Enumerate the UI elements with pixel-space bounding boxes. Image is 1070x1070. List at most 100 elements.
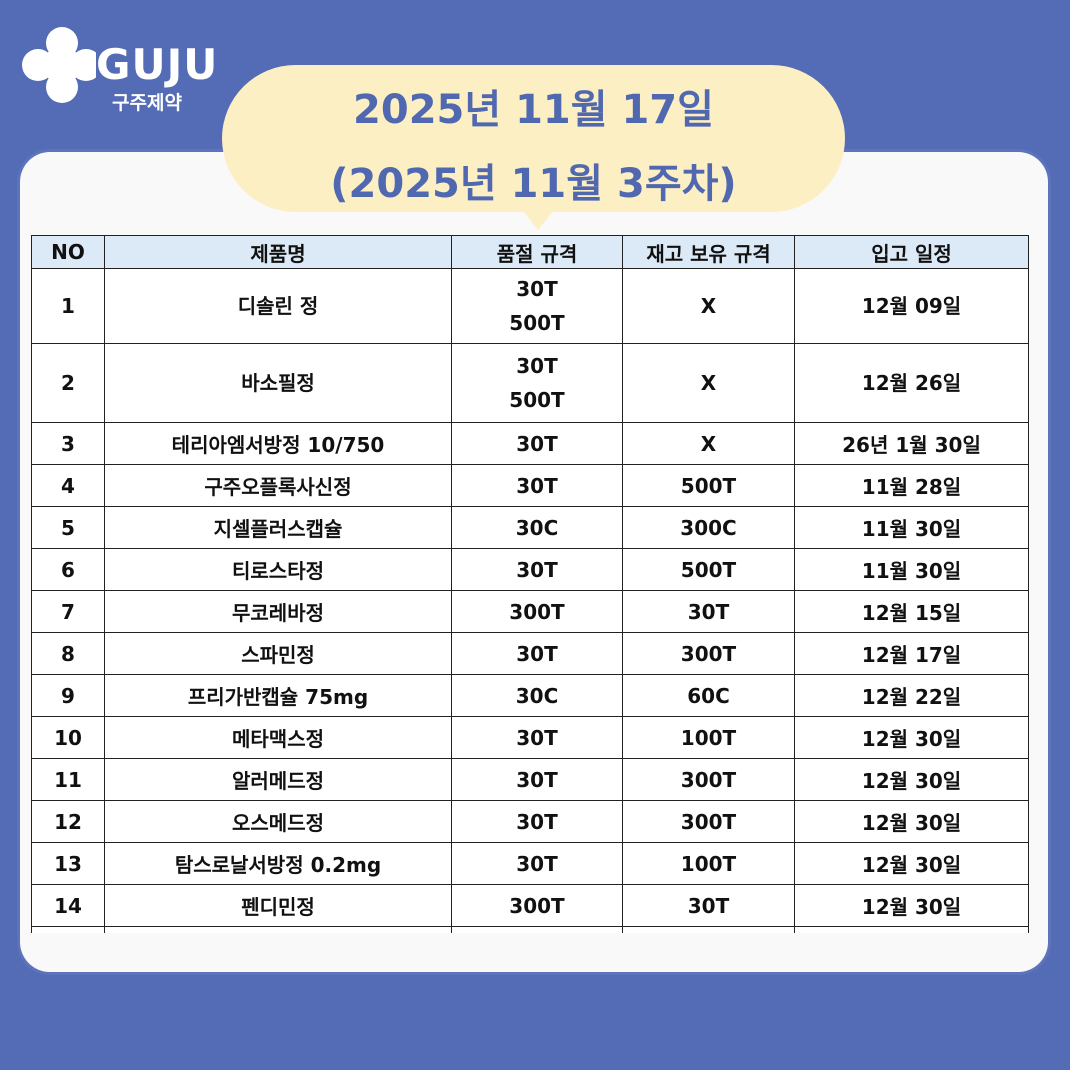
spec-value: 30T [516, 725, 558, 750]
in-stock-spec: 300T [622, 632, 795, 675]
row-number: 4 [31, 464, 105, 507]
product-name: 테리아엠서방정 10/750 [104, 422, 452, 465]
week-title: (2025년 11월 3주차) [330, 161, 737, 207]
product-name: 스파민정 [104, 632, 452, 675]
in-stock-spec: 300T [622, 800, 795, 843]
product-name: 지셀플러스캡슐 [104, 506, 452, 549]
out-of-stock-spec: 30T [451, 632, 623, 675]
product-name: 탐스로날서방정 0.2mg [104, 842, 452, 885]
row-number: 6 [31, 548, 105, 591]
brand-logo: GUJU 구주제약 [16, 14, 217, 114]
in-stock-spec: X [622, 268, 795, 344]
spec-value: 30T [516, 851, 558, 876]
out-of-stock-spec: 30T [451, 758, 623, 801]
column-header: 품절 규격 [451, 235, 623, 269]
brand-korean: 구주제약 [112, 92, 182, 114]
arrival-date: 12월 30일 [794, 716, 1029, 759]
spec-value: 30C [515, 515, 559, 540]
table-row: 5 지셀플러스캡슐 30C 300C 11월 30일 [31, 506, 1029, 549]
row-number: 10 [31, 716, 105, 759]
out-of-stock-spec: 30C [451, 674, 623, 717]
empty-cell [451, 926, 623, 933]
arrival-date: 12월 30일 [794, 842, 1029, 885]
empty-cell [794, 926, 1029, 933]
table-row: 13 탐스로날서방정 0.2mg 30T 100T 12월 30일 [31, 842, 1029, 885]
out-of-stock-spec: 30T 500T [451, 343, 623, 423]
product-name: 프리가반캡슐 75mg [104, 674, 452, 717]
out-of-stock-spec: 30T [451, 548, 623, 591]
product-name: 바소필정 [104, 343, 452, 423]
spec-value: 30T [516, 557, 558, 582]
in-stock-spec: 100T [622, 842, 795, 885]
spec-value: 30T [516, 354, 558, 378]
table-row-partial [31, 926, 1029, 933]
arrival-date: 12월 22일 [794, 674, 1029, 717]
product-name: 알러메드정 [104, 758, 452, 801]
out-of-stock-spec: 30T [451, 842, 623, 885]
table-row: 2 바소필정 30T 500T X 12월 26일 [31, 343, 1029, 423]
in-stock-spec: 500T [622, 548, 795, 591]
row-number: 1 [31, 268, 105, 344]
spec-value: 30T [516, 641, 558, 666]
column-header: 제품명 [104, 235, 452, 269]
product-name: 무코레바정 [104, 590, 452, 633]
spec-value: 30T [516, 431, 558, 456]
out-of-stock-spec: 300T [451, 590, 623, 633]
arrival-date: 12월 17일 [794, 632, 1029, 675]
spec-value: 30T [516, 809, 558, 834]
arrival-date: 12월 26일 [794, 343, 1029, 423]
table-header-row: NO 제품명 품절 규격 재고 보유 규격 입고 일정 [31, 235, 1029, 269]
empty-cell [104, 926, 452, 933]
spec-value: 30T [516, 767, 558, 792]
row-number: 2 [31, 343, 105, 423]
table-row: 11 알러메드정 30T 300T 12월 30일 [31, 758, 1029, 801]
arrival-date: 11월 30일 [794, 506, 1029, 549]
table-row: 3 테리아엠서방정 10/750 30T X 26년 1월 30일 [31, 422, 1029, 465]
spec-value: 500T [509, 311, 565, 335]
table-row: 1 디솔린 정 30T 500T X 12월 09일 [31, 268, 1029, 344]
table-row: 7 무코레바정 300T 30T 12월 15일 [31, 590, 1029, 633]
product-name: 오스메드정 [104, 800, 452, 843]
spec-value: 30T [516, 473, 558, 498]
product-name: 티로스타정 [104, 548, 452, 591]
table-row: 10 메타맥스정 30T 100T 12월 30일 [31, 716, 1029, 759]
empty-cell [31, 926, 105, 933]
arrival-date: 11월 30일 [794, 548, 1029, 591]
row-number: 5 [31, 506, 105, 549]
row-number: 13 [31, 842, 105, 885]
product-name: 펜디민정 [104, 884, 452, 927]
out-of-stock-spec: 30T 500T [451, 268, 623, 344]
date-title: 2025년 11월 17일 [353, 87, 714, 133]
row-number: 14 [31, 884, 105, 927]
column-header: 재고 보유 규격 [622, 235, 795, 269]
row-number: 3 [31, 422, 105, 465]
in-stock-spec: 300T [622, 758, 795, 801]
in-stock-spec: 60C [622, 674, 795, 717]
arrival-date: 12월 30일 [794, 884, 1029, 927]
in-stock-spec: 300C [622, 506, 795, 549]
in-stock-spec: X [622, 422, 795, 465]
table-row: 9 프리가반캡슐 75mg 30C 60C 12월 22일 [31, 674, 1029, 717]
row-number: 11 [31, 758, 105, 801]
row-number: 8 [31, 632, 105, 675]
table-row: 8 스파민정 30T 300T 12월 17일 [31, 632, 1029, 675]
table-row: 4 구주오플록사신정 30T 500T 11월 28일 [31, 464, 1029, 507]
out-of-stock-spec: 30C [451, 506, 623, 549]
logo-mark-icon [22, 27, 102, 103]
arrival-date: 26년 1월 30일 [794, 422, 1029, 465]
in-stock-spec: 100T [622, 716, 795, 759]
product-name: 구주오플록사신정 [104, 464, 452, 507]
in-stock-spec: 30T [622, 590, 795, 633]
table-row: 14 펜디민정 300T 30T 12월 30일 [31, 884, 1029, 927]
arrival-date: 11월 28일 [794, 464, 1029, 507]
out-of-stock-spec: 30T [451, 464, 623, 507]
table-row: 12 오스메드정 30T 300T 12월 30일 [31, 800, 1029, 843]
product-name: 메타맥스정 [104, 716, 452, 759]
arrival-date: 12월 15일 [794, 590, 1029, 633]
row-number: 12 [31, 800, 105, 843]
spec-value: 300T [509, 893, 565, 918]
in-stock-spec: 30T [622, 884, 795, 927]
spec-value: 500T [509, 388, 565, 412]
arrival-date: 12월 30일 [794, 800, 1029, 843]
table-row: 6 티로스타정 30T 500T 11월 30일 [31, 548, 1029, 591]
